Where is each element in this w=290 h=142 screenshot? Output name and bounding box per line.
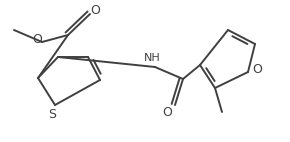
Text: O: O bbox=[252, 62, 262, 76]
Text: O: O bbox=[90, 4, 100, 16]
Text: O: O bbox=[32, 33, 42, 45]
Text: S: S bbox=[48, 108, 56, 122]
Text: NH: NH bbox=[144, 53, 160, 63]
Text: O: O bbox=[162, 106, 172, 119]
